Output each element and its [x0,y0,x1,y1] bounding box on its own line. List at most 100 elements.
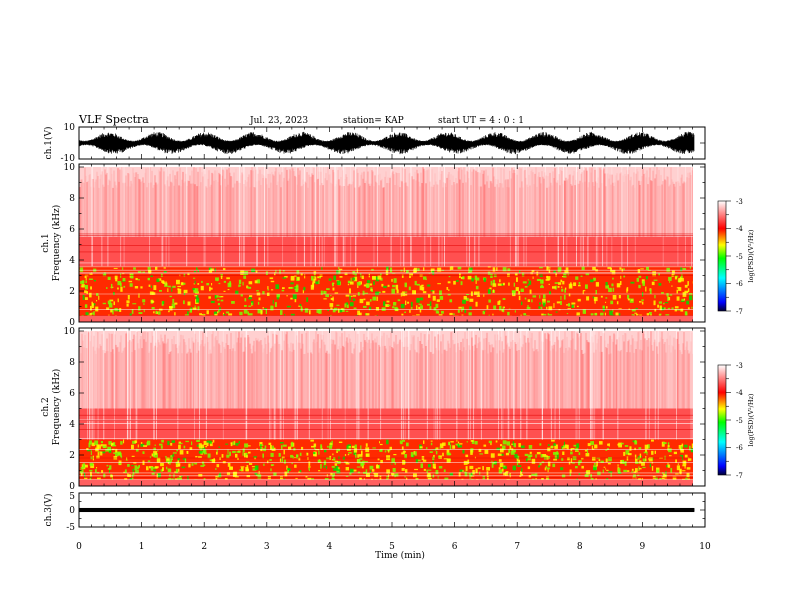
spec-patch [578,460,582,463]
spec-patch [416,283,420,286]
spec-patch [593,277,596,281]
spec-patch [129,313,132,317]
spec-patch [495,440,498,443]
spec-patch [191,441,193,446]
spec-patch [560,467,564,471]
spec-patch [326,474,328,477]
spec-patch [478,448,482,452]
spec-patch [162,301,165,305]
spec-patch [430,442,433,446]
spec-patch [253,456,257,458]
spec-patch [360,445,362,450]
spec-patch [181,282,184,285]
spec-patch [426,469,428,474]
spec-patch [618,308,622,310]
spec-patch [689,445,691,451]
spec-patch [194,280,196,285]
spec-patch [178,444,181,450]
spec-patch [540,306,543,310]
spec-patch [689,266,692,269]
spec-patch [197,269,199,273]
ch2-freq-tick-10: 10 [64,327,76,337]
spec-patch [430,440,433,442]
spec-patch [547,313,550,317]
spec-patch [371,469,375,472]
spec-patch [686,472,690,478]
ch2-freq-tick-4: 4 [69,420,75,430]
spec-patch [468,269,473,273]
spec-patch [230,442,233,447]
spec-patch [482,310,485,315]
spec-patch [392,284,396,288]
spec-patch [607,463,611,465]
ch3-ytick-bottom: -5 [66,523,75,533]
spec-patch [382,290,386,293]
ch1-waveform-panel: 10 -10 ch.1(V) [43,123,706,164]
spec-patch [248,297,253,300]
spec-patch [447,293,451,296]
spec-patch [540,284,544,287]
spec-patch [251,302,253,307]
spec-patch [669,455,672,457]
spec-patch [248,313,253,317]
spec-patch [492,267,496,272]
ch1-frequency-label: Frequency (kHz) [51,205,62,282]
spec-patch [252,468,257,471]
spec-patch [306,297,309,302]
spec-patch [247,445,251,447]
spec-patch [188,463,191,468]
spec-patch [490,441,492,446]
spec-patch [682,465,686,467]
spec-patch [605,458,608,463]
spec-patch [488,440,492,444]
spec-patch [256,279,260,284]
spec-patch [372,447,376,449]
spec-patch [292,456,294,459]
spec-patch [273,472,277,476]
spec-patch [457,266,462,270]
spec-patch [496,447,500,451]
spec-patch [333,275,336,280]
spec-patch [516,277,518,282]
spec-patch [281,457,283,463]
spec-patch [406,442,409,447]
spec-patch [681,443,684,447]
ch2-spectrogram-ticks [78,328,706,487]
spec-patch [638,447,642,450]
spec-patch [582,309,586,314]
ch1-waveform-ticks [78,126,706,160]
spec-patch [297,277,300,281]
spec-patch [140,442,143,444]
spec-patch [189,308,192,313]
spec-patch [88,442,91,448]
spec-patch [418,303,422,306]
spec-patch [135,469,139,474]
spec-patch [216,464,220,468]
spec-patch [201,280,203,283]
spec-patch [626,452,628,454]
spec-patch [522,281,527,284]
spec-patch [112,445,117,447]
spec-patch [89,313,92,318]
spec-patch [441,310,444,314]
spec-patch [419,285,423,291]
spec-patch [246,285,248,289]
spec-patch [113,452,116,454]
spec-patch [387,304,391,307]
spec-patch [545,279,550,281]
spec-patch [578,461,581,466]
spec-patch [89,273,93,275]
spec-patch [637,474,640,476]
spec-patch [423,267,425,271]
spec-patch [383,301,386,306]
spec-patch [293,447,296,451]
spec-patch [120,441,123,445]
spec-patch [438,455,442,459]
spec-patch [462,306,465,310]
spec-patch [354,444,357,449]
date-label: Jul. 23, 2023 [249,116,308,126]
spec-patch [502,440,507,445]
spec-patch [326,457,330,460]
spec-patch [391,457,395,463]
spec-patch [347,453,350,456]
